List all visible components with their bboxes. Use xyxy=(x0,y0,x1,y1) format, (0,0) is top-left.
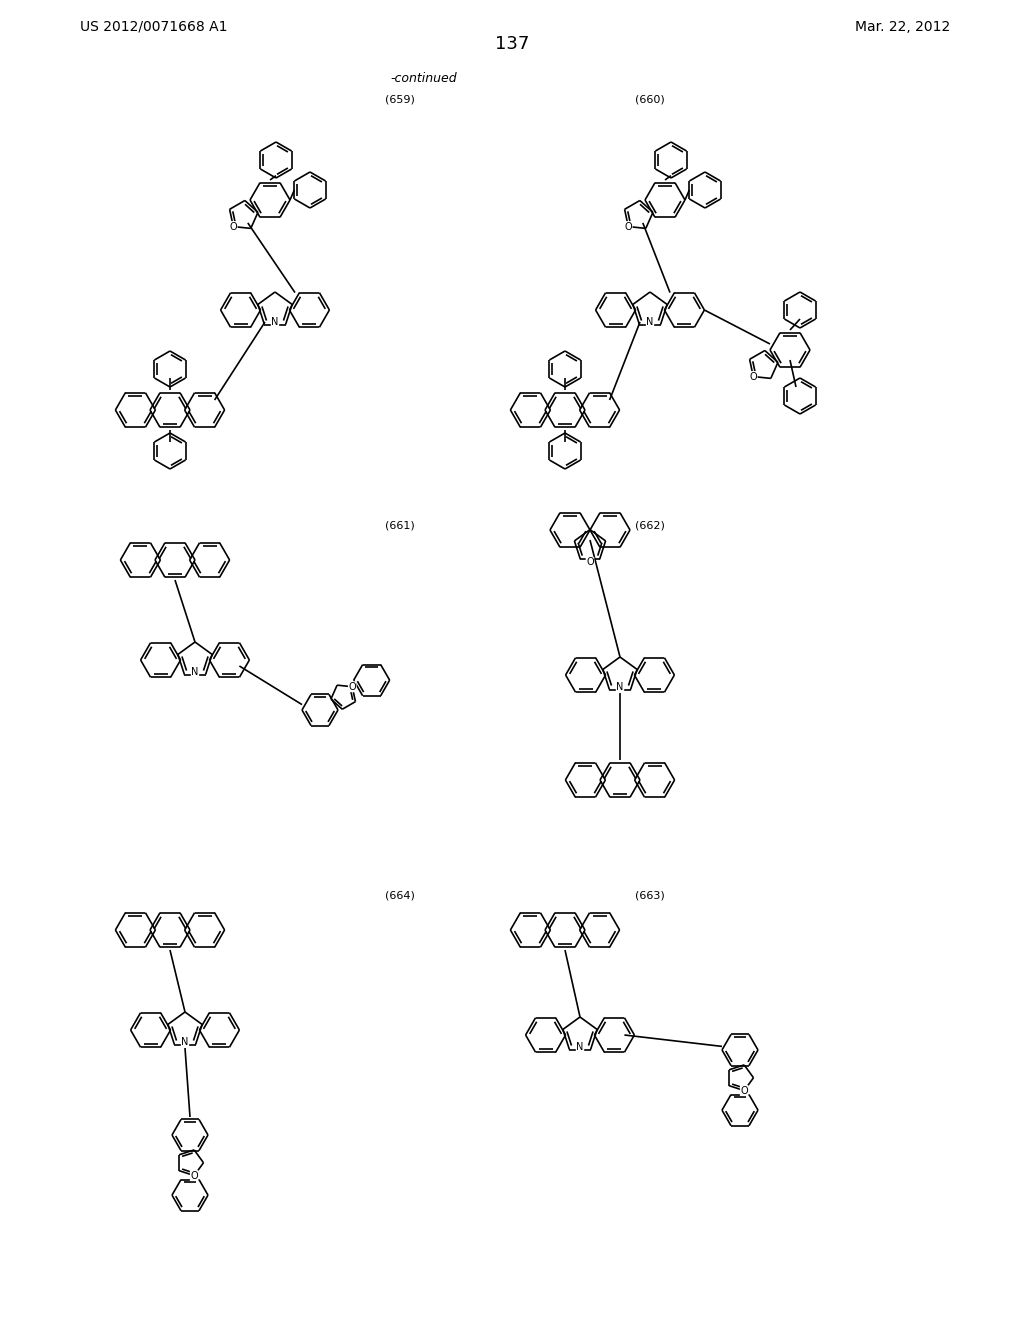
Text: N: N xyxy=(616,682,624,692)
Text: O: O xyxy=(229,222,238,231)
Text: -continued: -continued xyxy=(390,73,457,84)
Text: 137: 137 xyxy=(495,36,529,53)
Text: N: N xyxy=(646,317,653,327)
Text: (661): (661) xyxy=(385,520,415,531)
Text: N: N xyxy=(577,1041,584,1052)
Text: O: O xyxy=(348,681,356,692)
Text: N: N xyxy=(191,667,199,677)
Text: Mar. 22, 2012: Mar. 22, 2012 xyxy=(855,20,950,34)
Text: O: O xyxy=(586,557,594,568)
Text: (660): (660) xyxy=(635,95,665,106)
Text: (659): (659) xyxy=(385,95,415,106)
Text: (662): (662) xyxy=(635,520,665,531)
Text: US 2012/0071668 A1: US 2012/0071668 A1 xyxy=(80,20,227,34)
Text: (664): (664) xyxy=(385,890,415,900)
Text: N: N xyxy=(181,1038,188,1047)
Text: O: O xyxy=(750,371,757,381)
Text: O: O xyxy=(625,222,632,231)
Text: O: O xyxy=(190,1171,198,1180)
Text: N: N xyxy=(271,317,279,327)
Text: (663): (663) xyxy=(635,890,665,900)
Text: O: O xyxy=(740,1085,748,1096)
